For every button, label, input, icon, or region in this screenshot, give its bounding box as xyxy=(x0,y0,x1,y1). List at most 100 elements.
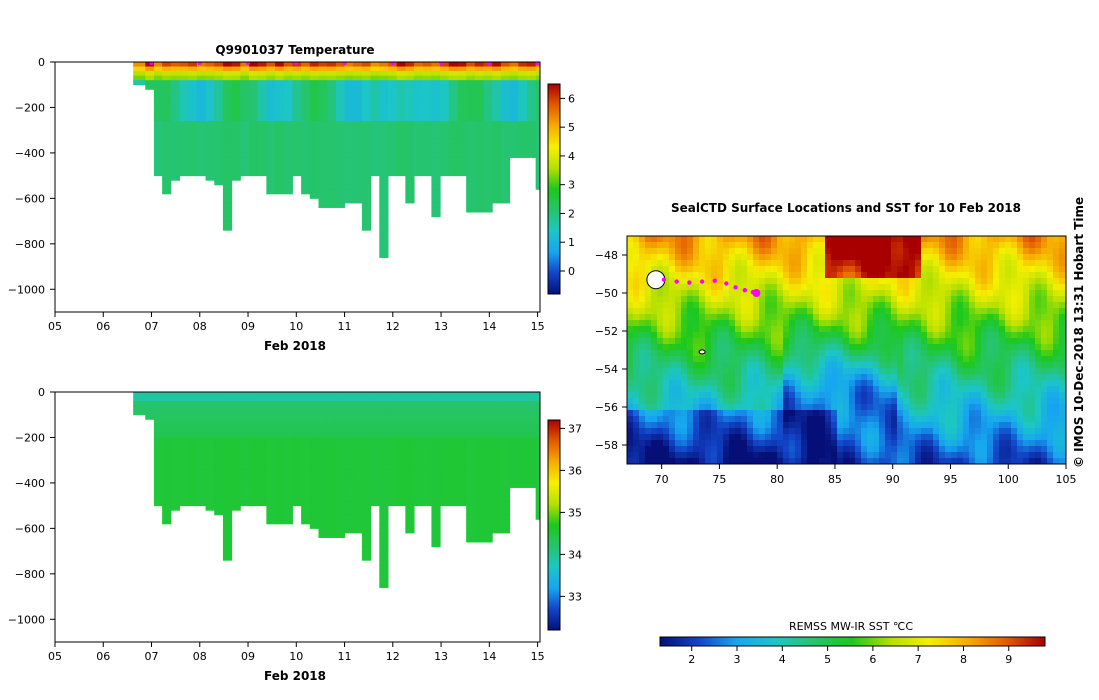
sst-cell xyxy=(759,356,766,363)
depth-cell xyxy=(353,432,363,438)
depth-cell xyxy=(448,401,458,407)
depth-cell xyxy=(335,528,346,534)
sst-cell xyxy=(855,296,862,303)
depth-cell xyxy=(318,442,328,448)
sst-cell xyxy=(987,248,994,255)
sst-cell xyxy=(1029,368,1036,375)
sst-cell xyxy=(861,260,868,267)
sst-cell xyxy=(753,386,760,393)
sst-cell xyxy=(765,308,772,315)
depth-cell xyxy=(379,112,389,118)
sst-cell xyxy=(987,302,994,309)
sst-cell xyxy=(1059,260,1066,267)
depth-cell xyxy=(214,116,224,122)
depth-cell xyxy=(466,162,476,168)
cb-tick-label: 0 xyxy=(568,265,575,278)
depth-cell xyxy=(353,139,363,145)
sst-cell xyxy=(873,338,880,345)
sst-cell xyxy=(801,356,808,363)
sst-cell xyxy=(939,242,946,249)
sst-cell xyxy=(969,362,976,369)
depth-cell xyxy=(196,487,207,493)
depth-cell xyxy=(483,432,493,438)
sst-cell xyxy=(735,404,742,411)
depth-cell xyxy=(196,152,207,158)
sst-cell xyxy=(1017,338,1024,345)
sst-cell xyxy=(633,338,640,345)
depth-cell xyxy=(188,446,198,452)
depth-cell xyxy=(205,505,215,511)
sst-cell xyxy=(687,236,694,243)
sst-cell xyxy=(645,260,652,267)
sst-cell xyxy=(945,410,952,417)
sst-cell xyxy=(837,278,844,285)
depth-cell xyxy=(335,157,346,163)
sst-cell xyxy=(885,362,892,369)
sst-cell xyxy=(933,398,940,405)
sst-cell xyxy=(717,362,724,369)
depth-cell xyxy=(170,401,181,407)
depth-cell xyxy=(379,469,389,475)
sst-cell xyxy=(735,320,742,327)
depth-cell xyxy=(500,80,511,86)
sst-cell xyxy=(915,266,922,273)
sst-cell xyxy=(645,266,652,273)
depth-cell xyxy=(222,482,233,488)
sst-cell xyxy=(1023,290,1030,297)
depth-cell xyxy=(335,180,346,186)
depth-cell xyxy=(222,221,233,227)
depth-cell xyxy=(474,423,485,429)
depth-cell xyxy=(188,107,198,113)
depth-cell xyxy=(414,446,424,452)
sst-cell xyxy=(993,266,1000,273)
sst-cell xyxy=(651,356,658,363)
sst-cell xyxy=(921,320,928,327)
depth-cell xyxy=(179,62,189,68)
depth-cell xyxy=(353,505,363,511)
sst-cell xyxy=(903,404,910,411)
sst-cell xyxy=(627,380,634,387)
sst-cell xyxy=(873,254,880,261)
depth-cell xyxy=(309,473,319,479)
sst-cell xyxy=(759,278,766,285)
depth-cell xyxy=(448,428,458,434)
depth-cell xyxy=(205,157,215,163)
sst-cell xyxy=(681,242,688,249)
sst-cell xyxy=(1041,326,1048,333)
depth-cell xyxy=(231,492,241,498)
sst-cell xyxy=(663,404,670,411)
depth-cell xyxy=(431,487,441,493)
depth-cell xyxy=(292,432,302,438)
depth-cell xyxy=(222,175,233,181)
sst-cell xyxy=(987,272,994,279)
depth-cell xyxy=(257,392,267,398)
sst-cell xyxy=(915,362,922,369)
depth-cell xyxy=(526,460,537,466)
depth-cell xyxy=(387,121,398,127)
sst-cell xyxy=(645,368,652,375)
sst-cell xyxy=(855,404,862,411)
depth-cell xyxy=(283,519,293,525)
sst-cell xyxy=(849,290,856,297)
sst-cell xyxy=(723,416,730,423)
sst-cell xyxy=(807,416,814,423)
sst-cell xyxy=(741,416,748,423)
depth-cell xyxy=(257,171,267,177)
sst-cell xyxy=(675,236,682,243)
sst-cell xyxy=(1005,284,1012,291)
sst-cell xyxy=(939,356,946,363)
sst-cell xyxy=(993,416,1000,423)
depth-cell xyxy=(379,225,389,231)
sst-cell xyxy=(771,332,778,339)
depth-cell xyxy=(301,405,311,411)
depth-cell xyxy=(500,442,511,448)
sst-cell xyxy=(981,332,988,339)
depth-cell xyxy=(275,130,285,136)
depth-cell xyxy=(240,432,250,438)
sst-cell xyxy=(717,416,724,423)
depth-cell xyxy=(474,473,485,479)
depth-cell xyxy=(526,80,537,86)
sst-cell xyxy=(705,272,712,279)
sst-cell xyxy=(945,296,952,303)
sst-cell xyxy=(1023,356,1030,363)
